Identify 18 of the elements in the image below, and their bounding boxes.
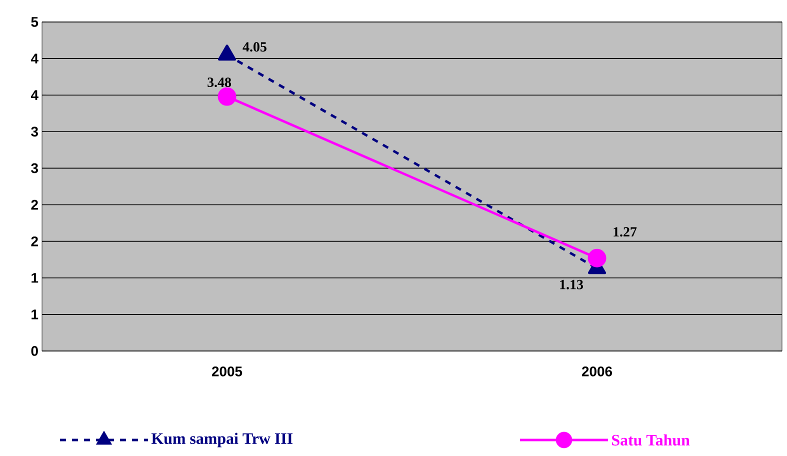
y-tick-label: 2 — [31, 236, 38, 246]
y-tick-label: 1 — [32, 273, 38, 283]
y-tick-label: 4 — [30, 90, 38, 100]
y-tick-label: 5 — [31, 17, 38, 27]
y-tick-label: 3 — [31, 163, 38, 174]
y-tick-label: 1 — [32, 310, 38, 320]
y-tick-label: 0 — [31, 346, 38, 356]
y-tick-label: 3 — [31, 126, 38, 137]
data-label: 1.13 — [560, 280, 584, 290]
y-tick-label: 4 — [30, 54, 38, 64]
text: Kum sampai Trw III — [151, 432, 293, 448]
y-tick-label: 2 — [31, 200, 38, 210]
data-label: 4.05 — [242, 42, 266, 52]
data-label: 3.48 — [208, 78, 232, 88]
text: Satu Tahun — [612, 434, 690, 446]
data-label: 1.27 — [614, 227, 637, 237]
x-tick-label: 2006 — [582, 366, 612, 376]
x-tick-label: 2005 — [212, 366, 242, 376]
